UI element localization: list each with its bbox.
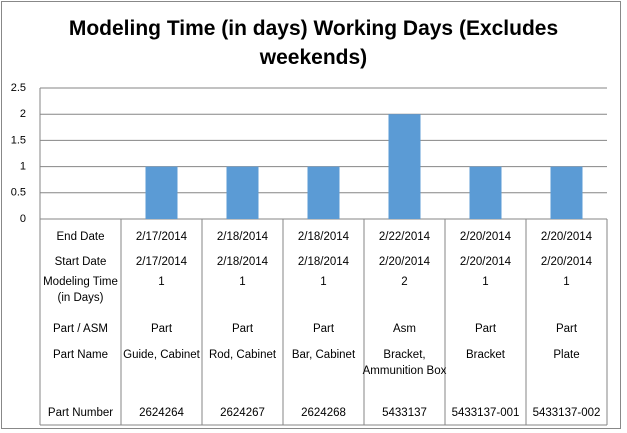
table-cell: Plate [553,349,580,361]
table-cell: Asm [393,323,416,335]
y-tick-label: 0.5 [11,187,26,199]
y-tick-label: 2.5 [11,82,26,94]
table-cell: Part [312,323,335,335]
y-tick-label: 2 [20,108,26,120]
table-cell: 2/20/2014 [459,231,512,243]
table-cell: Guide, Cabinet [123,349,200,361]
table-cell: 2/20/2014 [459,256,512,268]
table-cell: 1 [239,276,246,288]
table-cell: 1 [320,276,327,288]
y-tick-label: 0 [20,213,26,225]
table-cell: Bracket, Ammunition Box [362,349,447,377]
table-cell: 1 [158,276,165,288]
table-cell: Part [474,323,497,335]
table-cell: Part Name [53,349,108,361]
table-cell: Modeling Time (in Days) [43,276,118,304]
table-cell: 2/18/2014 [297,231,350,243]
y-tick-label: 1.5 [11,134,26,146]
bar [550,166,583,219]
bar [145,166,178,219]
table-cell: 1 [482,276,489,288]
table-cell: Part [231,323,254,335]
chart-title: Modeling Time (in days) Working Days (Ex… [68,17,559,69]
table-cell: 2/20/2014 [540,231,593,243]
table-cell: 1 [563,276,570,288]
y-tick-label: 1 [20,161,26,173]
table-cell: 2/20/2014 [540,256,593,268]
table-cell: 5433137 [382,407,427,419]
table-cell: Rod, Cabinet [208,349,277,361]
bar [469,166,502,219]
table-cell: Part / ASM [53,323,108,335]
bar [226,166,259,219]
table-cell: 2624264 [139,407,184,419]
bar [307,166,340,219]
table-cell: 2 [401,276,408,288]
table-cell: 2/20/2014 [378,256,431,268]
table-cell: 2/22/2014 [378,231,431,243]
table-cell: Part [555,323,578,335]
table-cell: 2/17/2014 [135,256,188,268]
table-cell: 2/18/2014 [297,256,350,268]
table-cell: 2/18/2014 [216,231,269,243]
table-cell: Start Date [54,256,107,268]
table-cell: 2624267 [220,407,265,419]
table-cell: 2624268 [301,407,346,419]
table-cell: Part Number [47,407,114,419]
table-cell: Bar, Cabinet [291,349,356,361]
table-cell: 5433137-001 [451,407,520,419]
table-cell: 2/17/2014 [135,231,188,243]
table-cell: End Date [56,231,105,243]
bar [388,114,421,219]
table-cell: Part [150,323,173,335]
table-cell: 2/18/2014 [216,256,269,268]
table-cell: Bracket [466,349,505,361]
table-cell: 5433137-002 [532,407,601,419]
